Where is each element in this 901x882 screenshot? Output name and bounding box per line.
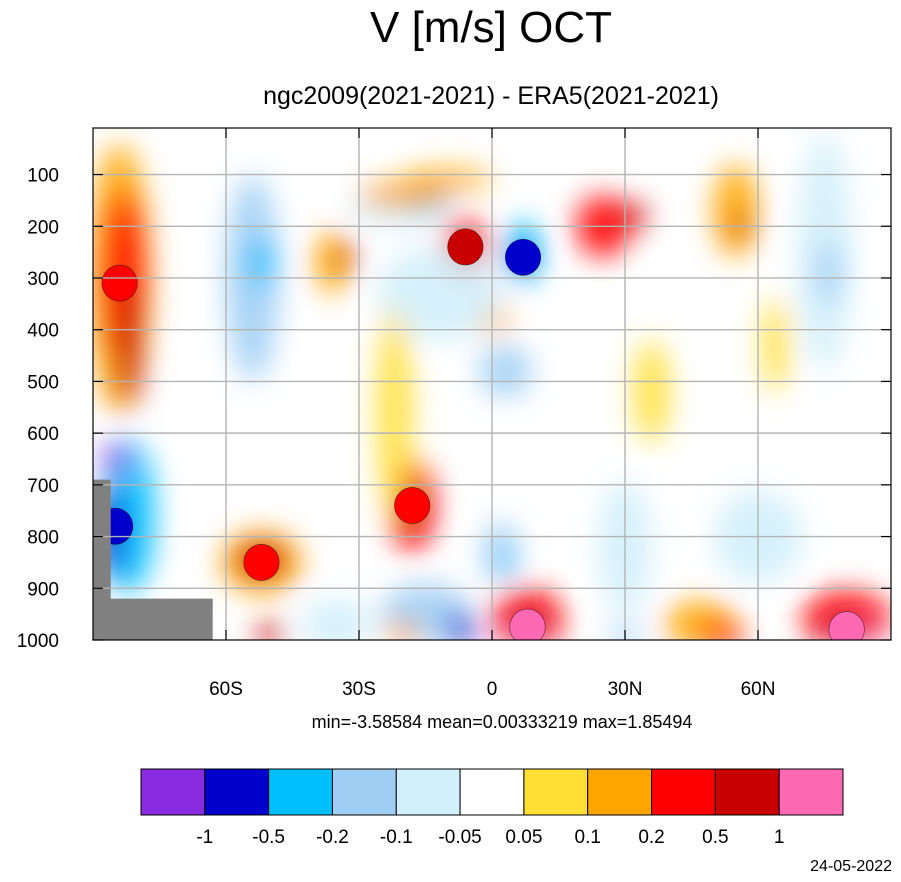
feature-core bbox=[243, 544, 280, 581]
y-tick-label: 200 bbox=[27, 217, 59, 238]
feature-core bbox=[509, 608, 546, 640]
y-tick-label: 1000 bbox=[17, 631, 59, 652]
colorbar-swatch bbox=[587, 768, 653, 816]
missing-data-mask bbox=[93, 479, 213, 640]
colorbar-label: -0.5 bbox=[252, 827, 285, 848]
y-tick-label: 300 bbox=[27, 269, 59, 290]
colorbar-swatch bbox=[268, 768, 333, 816]
colorbar-label: 0.5 bbox=[702, 827, 728, 848]
x-tick-label: 60S bbox=[209, 679, 243, 700]
colorbar-label: -0.05 bbox=[438, 827, 481, 848]
feature-core bbox=[504, 238, 542, 276]
colorbar-label: -0.1 bbox=[380, 827, 413, 848]
colorbar-label: 0.1 bbox=[575, 827, 601, 848]
below-ground-mask bbox=[93, 479, 213, 640]
y-tick-label: 400 bbox=[27, 321, 59, 342]
colorbar-swatch bbox=[395, 768, 461, 816]
colorbar-label: 0.2 bbox=[638, 827, 664, 848]
feature-core bbox=[101, 264, 138, 302]
y-axis-tick-labels: 100 200 300 400 500 600 700 800 900 1000 bbox=[17, 166, 59, 652]
anomaly-region bbox=[385, 621, 422, 640]
colorbar-label: 0.05 bbox=[505, 827, 542, 848]
colorbar-swatch bbox=[204, 768, 270, 816]
colorbar-labels: -1 -0.5 -0.2 -0.1 -0.05 0.05 0.1 0.2 0.5 1 bbox=[196, 827, 784, 848]
colorbar-swatch bbox=[459, 768, 525, 816]
anomaly-region bbox=[376, 309, 413, 516]
colorbar-label: -0.2 bbox=[316, 827, 349, 848]
colorbar-label: -1 bbox=[196, 827, 213, 848]
colorbar-swatch bbox=[714, 768, 780, 816]
y-tick-label: 600 bbox=[27, 424, 59, 445]
stats-summary: min=-3.58584 mean=0.00333219 max=1.85494 bbox=[312, 712, 693, 732]
colorbar-swatch bbox=[140, 768, 206, 816]
anomaly-region bbox=[447, 611, 475, 640]
anomaly-region bbox=[478, 345, 532, 397]
y-tick-label: 700 bbox=[27, 476, 59, 497]
x-tick-label: 0 bbox=[487, 679, 498, 700]
anomaly-region bbox=[248, 236, 275, 289]
plot-area: 60S 30S 0 30N 60N 100 200 300 400 500 600 700 800 90… bbox=[17, 127, 892, 700]
grid-lines bbox=[93, 128, 891, 640]
anomaly-region bbox=[257, 621, 284, 640]
anomaly-region bbox=[620, 202, 648, 229]
y-tick-label: 900 bbox=[27, 579, 59, 600]
colorbar-swatches bbox=[140, 768, 844, 816]
feature-core bbox=[394, 487, 431, 524]
date-stamp: 24-05-2022 bbox=[810, 858, 892, 875]
anomaly-region bbox=[483, 521, 519, 584]
anomaly-region bbox=[633, 340, 670, 444]
chart-subtitle: ngc2009(2021-2021) - ERA5(2021-2021) bbox=[263, 82, 719, 110]
axis-ticks bbox=[93, 128, 891, 641]
colorbar-swatch bbox=[523, 768, 589, 816]
anomaly-region bbox=[115, 283, 142, 408]
anomaly-region bbox=[336, 241, 355, 273]
colorbar-swatch bbox=[651, 768, 716, 816]
anomaly-region bbox=[700, 621, 745, 640]
anomaly-region bbox=[301, 598, 373, 640]
x-tick-label: 30N bbox=[608, 679, 643, 700]
anomaly-region bbox=[359, 182, 448, 209]
colorbar-label: 1 bbox=[774, 827, 785, 848]
feature-core bbox=[447, 228, 484, 266]
colorbar-swatch bbox=[778, 768, 844, 816]
feature-core bbox=[828, 611, 865, 640]
x-tick-label: 60N bbox=[741, 679, 776, 700]
y-tick-label: 500 bbox=[27, 372, 59, 393]
chart-title: V [m/s] OCT bbox=[370, 3, 612, 52]
anomaly-region bbox=[101, 443, 129, 475]
y-tick-label: 100 bbox=[27, 166, 59, 187]
anomaly-region bbox=[815, 241, 843, 304]
anomaly-region bbox=[496, 552, 515, 573]
x-axis-tick-labels: 60S 30S 0 30N 60N bbox=[209, 679, 775, 700]
anomaly-region bbox=[376, 246, 501, 341]
y-tick-label: 800 bbox=[27, 528, 59, 549]
anomaly-region bbox=[762, 298, 790, 392]
colorbar: -1 -0.5 -0.2 -0.1 -0.05 0.05 0.1 0.2 0.5 1 bbox=[140, 768, 844, 848]
anomaly-region bbox=[713, 164, 758, 258]
colorbar-swatch bbox=[331, 768, 397, 816]
anomaly-region bbox=[403, 169, 492, 191]
x-tick-label: 30S bbox=[342, 679, 376, 700]
